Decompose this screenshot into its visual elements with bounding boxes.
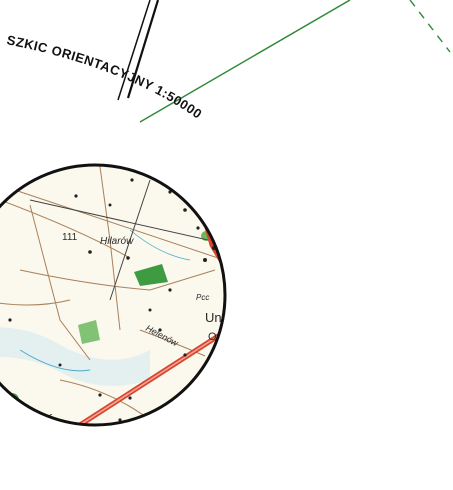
forest-patch-2: [78, 320, 100, 344]
black-roads: [29, 179, 225, 301]
place-label-umierska: Umierska: [6, 119, 62, 134]
elevation-label-2: 111: [62, 232, 78, 243]
stream-2: [129, 229, 191, 261]
stream: [19, 349, 91, 372]
leader-lines: [117, 0, 451, 123]
black-leader-line: [126, 0, 160, 99]
inset-title: SZKIC ORIENTACYJNY 1:50000: [6, 32, 205, 122]
black-leader-line-2: [117, 0, 151, 101]
wetland-area: [0, 327, 150, 386]
green-leader-line: [139, 0, 351, 123]
main-road-highlight: [9, 321, 225, 425]
place-label-pcc: Pcc: [196, 293, 209, 302]
place-label-un: Un: [205, 310, 222, 325]
place-label-hilarow-top: Hilarów: [100, 107, 124, 114]
place-label-hilarow: Hilarów: [100, 236, 134, 247]
place-label-now: Now: [110, 434, 137, 449]
map-inset: Kolonia Umierska 116.1 111 Hilarów Pcc H…: [0, 102, 225, 449]
forest-patch: [134, 264, 168, 286]
place-label-o: O: [208, 331, 217, 343]
inset-frame-circle: [0, 163, 227, 427]
place-label-kolonia: Kolonia: [30, 102, 74, 117]
elevation-label: 116.1: [117, 146, 141, 157]
dashed-boundary-line: [409, 0, 451, 53]
